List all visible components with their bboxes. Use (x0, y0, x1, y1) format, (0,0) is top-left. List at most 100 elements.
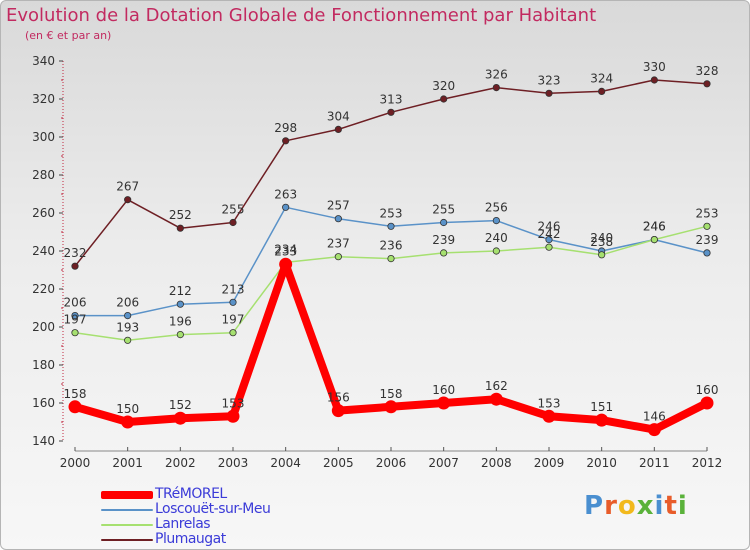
data-point-lanrelas (387, 255, 395, 263)
y-tick-label: 240 (32, 244, 55, 258)
data-label-tremorel: 150 (116, 402, 139, 416)
logo-letter: t (664, 491, 678, 521)
data-label-loscouet-sur-meu: 239 (696, 233, 719, 247)
data-label-loscouet-sur-meu: 256 (485, 201, 508, 215)
y-tick-label: 280 (32, 168, 55, 182)
data-point-tremorel (121, 415, 135, 429)
x-tick-label: 2011 (639, 456, 670, 470)
data-point-tremorel (173, 411, 187, 425)
logo-letter: o (617, 491, 637, 521)
data-label-lanrelas: 197 (64, 313, 87, 327)
data-point-lanrelas (124, 336, 132, 344)
data-point-lanrelas (71, 329, 79, 337)
x-tick-label: 2010 (586, 456, 617, 470)
data-point-plumaugat (387, 108, 395, 116)
data-label-loscouet-sur-meu: 263 (274, 187, 297, 201)
data-label-loscouet-sur-meu: 253 (380, 206, 403, 220)
data-label-plumaugat: 255 (222, 203, 245, 217)
data-label-lanrelas: 196 (169, 315, 192, 329)
x-tick-label: 2012 (692, 456, 723, 470)
legend-label: Loscouët-sur-Meu (155, 501, 271, 517)
legend-label: Lanrelas (155, 516, 211, 532)
data-point-tremorel (489, 392, 503, 406)
data-point-plumaugat (492, 84, 500, 92)
data-label-plumaugat: 326 (485, 68, 508, 82)
legend-swatch-tremorel (101, 490, 153, 499)
data-point-plumaugat (71, 262, 79, 270)
y-tick-label: 320 (32, 92, 55, 106)
data-label-lanrelas: 238 (590, 235, 613, 249)
data-label-loscouet-sur-meu: 240 (590, 231, 613, 245)
x-tick-label: 2007 (428, 456, 459, 470)
data-point-tremorel (437, 396, 451, 410)
data-label-tremorel: 153 (222, 396, 245, 410)
data-label-loscouet-sur-meu: 213 (222, 282, 245, 296)
data-label-loscouet-sur-meu: 246 (538, 220, 561, 234)
data-point-lanrelas (334, 253, 342, 261)
data-point-plumaugat (229, 218, 237, 227)
data-point-lanrelas (492, 247, 500, 255)
data-label-lanrelas: 236 (380, 239, 403, 253)
legend-swatch-plumaugat (101, 538, 153, 541)
data-label-tremorel: 152 (169, 398, 192, 412)
data-point-tremorel (647, 423, 661, 437)
data-label-tremorel: 160 (432, 383, 455, 397)
data-point-loscouet-sur-meu (124, 311, 132, 320)
chart-title: Evolution de la Dotation Globale de Fonc… (6, 5, 597, 26)
data-point-tremorel (68, 400, 82, 414)
data-label-lanrelas: 234 (274, 242, 297, 256)
data-point-loscouet-sur-meu (282, 203, 290, 211)
data-label-plumaugat: 330 (643, 60, 666, 74)
data-label-lanrelas: 253 (696, 206, 719, 220)
proxiti-logo[interactable]: Proxiti (584, 491, 688, 521)
data-label-plumaugat: 324 (590, 71, 613, 85)
data-label-loscouet-sur-meu: 257 (327, 199, 350, 213)
chart-subtitle: (en € et par an) (25, 29, 112, 42)
data-point-loscouet-sur-meu (71, 311, 79, 320)
data-point-loscouet-sur-meu (703, 249, 711, 257)
x-tick-label: 2001 (112, 456, 143, 470)
data-point-tremorel (226, 409, 240, 423)
x-tick-label: 2009 (534, 456, 565, 470)
data-point-plumaugat (334, 125, 342, 133)
data-label-loscouet-sur-meu: 246 (643, 220, 666, 234)
logo-letter: i (654, 491, 665, 521)
data-label-tremorel: 162 (485, 379, 508, 393)
data-label-loscouet-sur-meu: 206 (64, 296, 87, 310)
data-label-tremorel: 153 (538, 396, 561, 410)
x-tick-label: 2002 (165, 456, 196, 470)
legend-swatch-loscouet-sur-meu (101, 508, 153, 511)
data-label-lanrelas: 197 (222, 313, 245, 327)
data-label-plumaugat: 252 (169, 208, 192, 222)
logo-letter: x (636, 491, 655, 521)
logo-letter: r (604, 491, 618, 521)
x-tick-label: 2003 (218, 456, 249, 470)
data-label-plumaugat: 328 (696, 64, 719, 78)
data-point-lanrelas (598, 251, 606, 259)
legend-label: TRéMOREL (155, 486, 227, 502)
data-label-loscouet-sur-meu: 206 (116, 296, 139, 310)
data-label-plumaugat: 267 (116, 180, 139, 194)
data-point-loscouet-sur-meu (545, 236, 553, 244)
data-label-loscouet-sur-meu: 212 (169, 284, 192, 298)
data-point-tremorel (700, 396, 714, 410)
x-tick-label: 2006 (376, 456, 407, 470)
data-point-tremorel (279, 257, 293, 271)
data-label-tremorel: 158 (64, 387, 87, 401)
data-point-plumaugat (124, 196, 132, 204)
data-point-plumaugat (282, 137, 290, 145)
y-tick-label: 140 (32, 434, 55, 448)
x-tick-label: 2000 (60, 456, 91, 470)
data-label-lanrelas: 193 (116, 320, 139, 334)
data-point-tremorel (331, 404, 345, 418)
data-label-loscouet-sur-meu: 255 (432, 203, 455, 217)
x-tick-label: 2008 (481, 456, 512, 470)
x-tick-label: 2005 (323, 456, 354, 470)
logo-letter: P (584, 491, 605, 521)
data-point-lanrelas (229, 329, 237, 337)
y-tick-label: 260 (32, 206, 55, 220)
data-point-lanrelas (650, 236, 658, 244)
logo-letter: i (677, 491, 688, 521)
y-tick-label: 220 (32, 282, 55, 296)
